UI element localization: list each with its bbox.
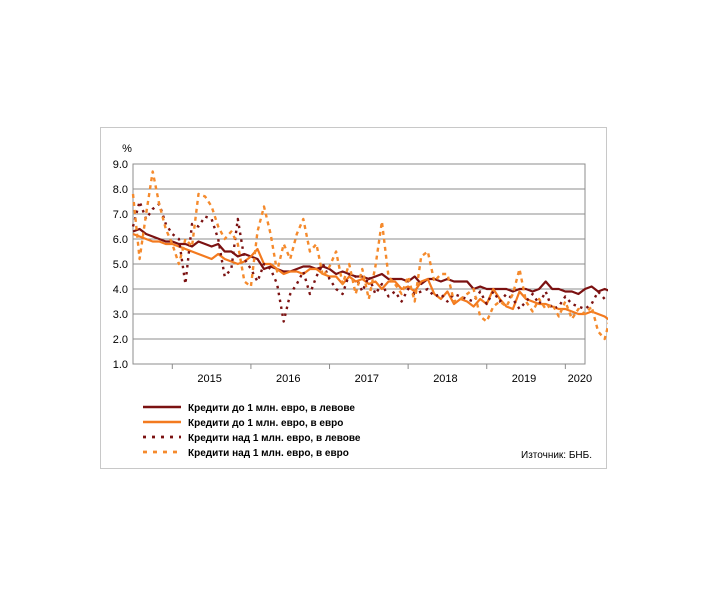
legend-label-4: Кредити над 1 млн. евро, в евро (188, 448, 349, 459)
x-axis: 2015 2016 2017 2018 2019 2020 (171, 364, 592, 385)
x-tick-label: 2018 (433, 373, 457, 385)
y-axis: 1.0 2.0 3.0 4.0 5.0 6.0 7.0 8.0 9.0 (113, 159, 128, 371)
y-tick-label: 8.0 (113, 184, 128, 196)
line-chart: 1.02.03.04.05.06.07.08.09.0 % 2015 2016 20… (113, 143, 608, 461)
x-tick-label: 2019 (512, 373, 536, 385)
y-tick-label: 2.0 (113, 334, 128, 346)
series-line-2 (132, 232, 608, 321)
source-note: Източник: БНБ. (521, 450, 592, 461)
x-tick-label: 2017 (355, 373, 379, 385)
grid (133, 163, 585, 365)
y-tick-label: 6.0 (113, 234, 128, 246)
legend-label-2: Кредити до 1 млн. евро, в евро (188, 418, 343, 429)
series-line-4 (131, 170, 608, 341)
y-axis-unit: % (122, 143, 132, 155)
y-tick-label: 4.0 (113, 284, 128, 296)
y-tick-label: 7.0 (113, 209, 128, 221)
y-tick-label: 1.0 (113, 359, 128, 371)
y-tick-label: 3.0 (113, 309, 128, 321)
y-tick-label: 5.0 (113, 259, 128, 271)
plot-border (132, 163, 586, 365)
chart-frame: 1.0 2.0 3.0 4.0 5.0 6.0 7.0 8.0 9.0 % 2015 2016 20… (100, 127, 608, 469)
series-line-1 (132, 227, 608, 296)
series-group (131, 170, 608, 341)
legend-label-3: Кредити над 1 млн. евро, в левове (188, 433, 361, 444)
legend-label-1: Кредити до 1 млн. евро, в левове (188, 403, 355, 414)
series-line-3 (131, 200, 608, 323)
x-tick-label: 2020 (568, 373, 592, 385)
y-tick-label: 9.0 (113, 159, 128, 171)
x-tick-label: 2015 (197, 373, 221, 385)
x-tick-label: 2016 (276, 373, 300, 385)
legend: Кредити до 1 млн. евро, в левове Кредити … (143, 403, 361, 459)
